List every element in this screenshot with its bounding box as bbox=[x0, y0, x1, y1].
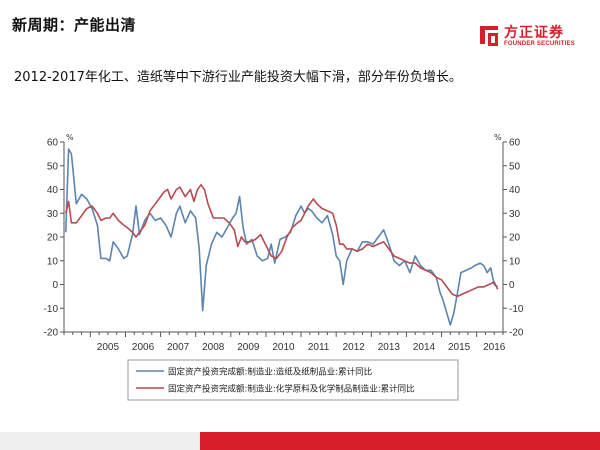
x-tick-label: 2014 bbox=[413, 342, 436, 353]
chart-axes: % % -20 -20 -10 -10 0 0 10 10 20 20 30 30 40 40 50 50 60 60… bbox=[44, 133, 524, 353]
footer-bar-red bbox=[200, 432, 600, 450]
x-tick-label: 2006 bbox=[132, 342, 155, 353]
series-line-2 bbox=[65, 184, 499, 298]
x-tick-label: 2013 bbox=[378, 342, 401, 353]
y-tick-label-left: 50 bbox=[47, 161, 59, 172]
y-tick-label-right: 40 bbox=[509, 185, 521, 196]
y-tick-label-left: -10 bbox=[44, 304, 59, 315]
y-tick-label-left: 20 bbox=[47, 233, 59, 244]
y-tick-label-left: 40 bbox=[47, 185, 59, 196]
x-tick-label: 2010 bbox=[272, 342, 295, 353]
founder-logo-icon bbox=[480, 26, 498, 46]
x-tick-label: 2005 bbox=[97, 342, 120, 353]
legend-box bbox=[127, 359, 459, 401]
y-tick-label-right: 10 bbox=[509, 256, 521, 267]
y-tick-label-right: 50 bbox=[509, 161, 521, 172]
x-tick-label: 2007 bbox=[167, 342, 190, 353]
y-tick-label-right: 30 bbox=[509, 209, 521, 220]
logo-name-en: FOUNDER SECURITIES bbox=[504, 41, 575, 47]
y-unit-right: % bbox=[494, 133, 502, 142]
slide-title: 新周期：产能出清 bbox=[12, 16, 137, 34]
x-tick-label: 2011 bbox=[308, 342, 330, 353]
y-tick-label-right: -10 bbox=[509, 304, 524, 315]
y-tick-label-right: 0 bbox=[509, 280, 515, 291]
x-tick-label: 2009 bbox=[237, 342, 260, 353]
y-tick-label-right: -20 bbox=[509, 328, 524, 339]
y-tick-label-left: -20 bbox=[44, 328, 59, 339]
y-tick-label-left: 10 bbox=[47, 256, 59, 267]
x-tick-label: 2012 bbox=[343, 342, 366, 353]
chart-legend: 固定资产投资完成额:制造业:造纸及纸制品业:累计同比固定资产投资完成额:制造业:… bbox=[127, 359, 459, 401]
y-tick-label-left: 30 bbox=[47, 209, 59, 220]
logo-name-cn: 方正证券 bbox=[504, 25, 564, 41]
x-tick-label: 2015 bbox=[448, 342, 471, 353]
chart-series-lines bbox=[65, 148, 499, 326]
y-unit-left: % bbox=[66, 133, 74, 142]
y-tick-label-right: 60 bbox=[509, 138, 521, 149]
y-tick-label-left: 60 bbox=[47, 138, 59, 149]
y-tick-label-right: 20 bbox=[509, 233, 521, 244]
x-tick-label: 2016 bbox=[483, 342, 506, 353]
y-tick-label-left: 0 bbox=[52, 280, 58, 291]
slide-subtitle: 2012-2017年化工、造纸等中下游行业产能投资大幅下滑，部分年份负增长。 bbox=[14, 70, 462, 85]
legend-label-2: 固定资产投资完成额:制造业:化学原料及化学制品制造业:累计同比 bbox=[168, 384, 415, 395]
footer-bar-gray bbox=[0, 432, 200, 450]
series-line-1 bbox=[65, 148, 499, 326]
legend-label-1: 固定资产投资完成额:制造业:造纸及纸制品业:累计同比 bbox=[168, 367, 372, 378]
company-logo: 方正证券 FOUNDER SECURITIES bbox=[478, 22, 590, 54]
x-tick-label: 2008 bbox=[202, 342, 225, 353]
